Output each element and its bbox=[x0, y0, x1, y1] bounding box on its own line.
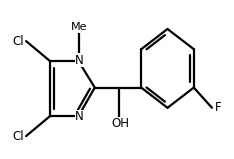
Text: N: N bbox=[75, 110, 84, 123]
Text: OH: OH bbox=[111, 118, 129, 130]
Text: Me: Me bbox=[71, 22, 88, 32]
Text: Cl: Cl bbox=[12, 130, 24, 143]
Text: Cl: Cl bbox=[12, 35, 24, 48]
Text: F: F bbox=[215, 101, 222, 114]
Text: N: N bbox=[75, 54, 84, 67]
